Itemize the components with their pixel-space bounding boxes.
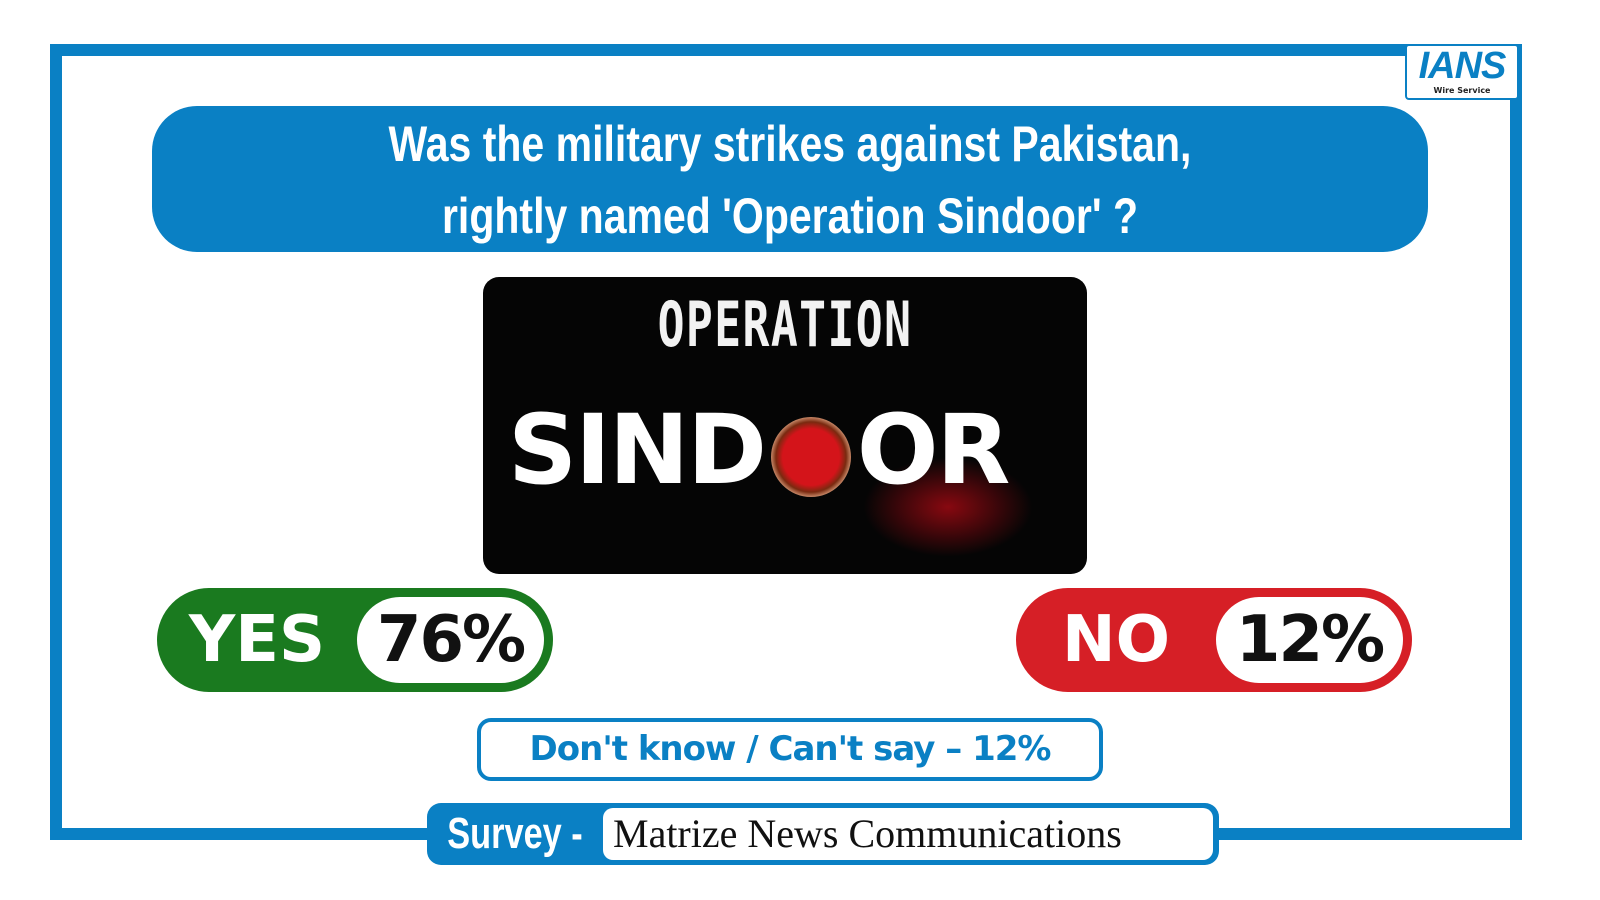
poster-right-text: OR	[856, 394, 1011, 506]
question-banner: Was the military strikes against Pakista…	[152, 106, 1428, 252]
poster-top-text: OPERATION	[657, 288, 913, 361]
survey-source-name: Matrize News Communications	[603, 808, 1213, 860]
sindoor-splash	[863, 457, 1033, 557]
poster-main-text: SIND OR	[508, 394, 1011, 506]
poster-left-text: SIND	[508, 394, 767, 506]
logo-tagline: Wire Service	[1433, 86, 1491, 95]
yes-label: YES	[188, 603, 326, 677]
question-line-2: rightly named 'Operation Sindoor' ?	[441, 188, 1139, 244]
ians-logo: IANS Wire Service	[1405, 44, 1519, 100]
no-result: NO 12%	[1016, 588, 1412, 692]
yes-value: 76%	[357, 597, 544, 683]
survey-label: Survey -	[447, 809, 583, 858]
sindoor-bowl-icon	[770, 416, 851, 497]
yes-result: YES 76%	[157, 588, 553, 692]
no-value: 12%	[1216, 597, 1403, 683]
logo-name: IANS	[1418, 45, 1507, 87]
operation-sindoor-poster: OPERATION SIND OR	[483, 277, 1087, 574]
dont-know-result: Don't know / Can't say – 12%	[477, 718, 1103, 781]
question-line-1: Was the military strikes against Pakista…	[388, 116, 1192, 172]
survey-source: Survey - Matrize News Communications	[427, 803, 1219, 865]
no-label: NO	[1062, 603, 1170, 677]
